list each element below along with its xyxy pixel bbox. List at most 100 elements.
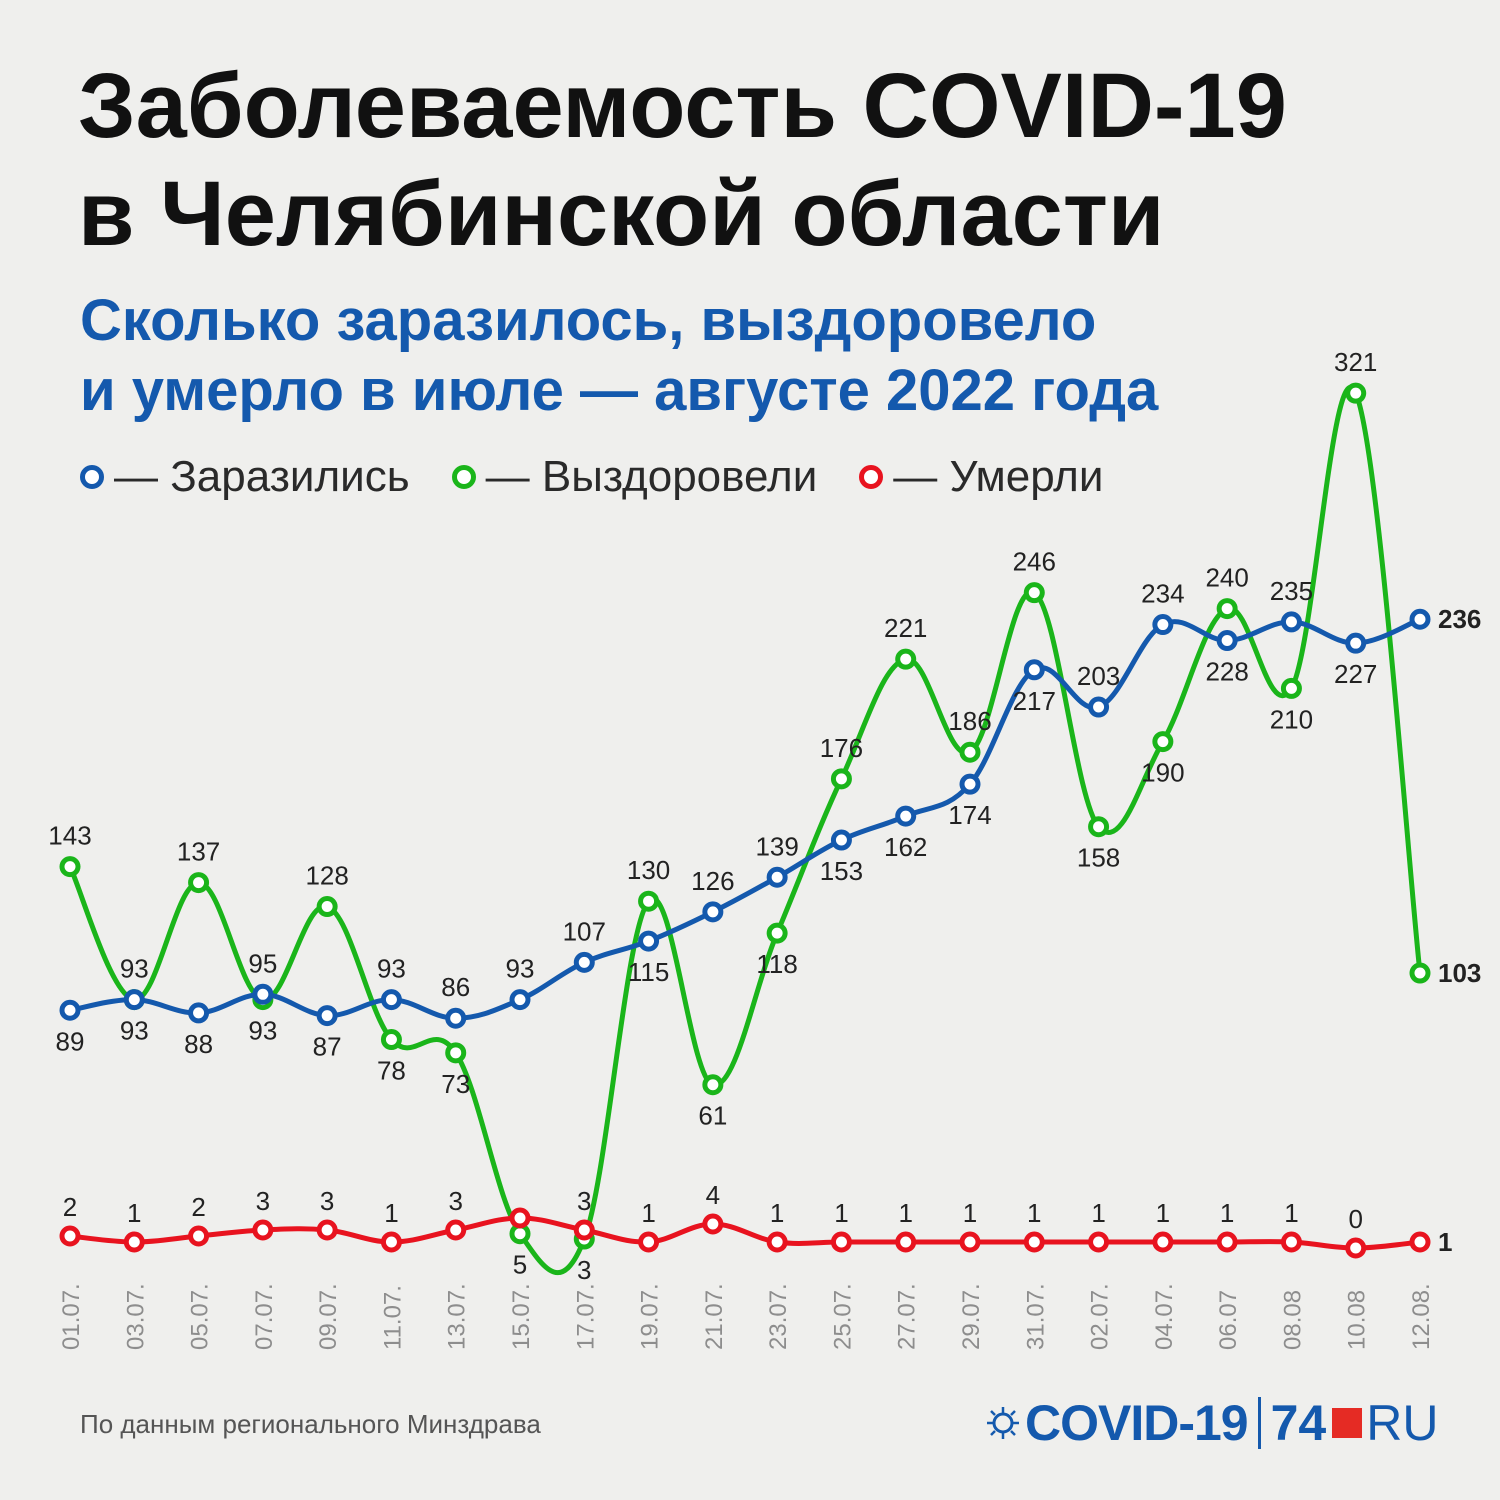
- data-label-infected: 107: [563, 916, 606, 946]
- data-label-recovered: 78: [377, 1056, 406, 1086]
- x-tick-label: 29.07.: [958, 1283, 985, 1350]
- data-label-deaths: 1: [834, 1198, 848, 1228]
- data-label-infected: 88: [184, 1029, 213, 1059]
- data-label-recovered: 186: [948, 706, 991, 736]
- series-line-recovered: [67, 385, 1423, 1276]
- data-point-deaths: [766, 1231, 788, 1253]
- data-point-recovered: [1216, 598, 1238, 620]
- x-tick-label: 06.07: [1215, 1290, 1242, 1350]
- data-point-recovered: [445, 1042, 467, 1064]
- data-label-recovered: 176: [820, 733, 863, 763]
- x-tick-label: 11.07.: [379, 1285, 406, 1350]
- data-label-deaths: 1: [770, 1198, 784, 1228]
- chart-legend: — Заразились — Выздоровели — Умерли: [80, 450, 1145, 504]
- data-label-deaths: 3: [577, 1186, 591, 1216]
- logo-number: 74: [1270, 1395, 1327, 1451]
- data-point-infected: [1409, 608, 1431, 630]
- data-label-recovered: 240: [1205, 563, 1248, 593]
- data-label-recovered: 93: [120, 1016, 149, 1046]
- data-point-infected: [1280, 611, 1302, 633]
- data-label-infected: 87: [313, 1032, 342, 1062]
- data-point-deaths: [380, 1231, 402, 1253]
- data-point-infected: [1216, 630, 1238, 652]
- data-point-infected: [959, 773, 981, 795]
- data-label-infected: 126: [691, 866, 734, 896]
- legend-label-deaths: — Умерли: [893, 452, 1104, 501]
- data-point-deaths: [316, 1219, 338, 1241]
- data-label-infected: 86: [441, 972, 470, 1002]
- data-label-infected: 162: [884, 832, 927, 862]
- data-point-recovered: [59, 856, 81, 878]
- data-label-deaths: 4: [706, 1180, 720, 1210]
- data-label-deaths: 3: [320, 1186, 334, 1216]
- data-label-recovered: 321: [1334, 347, 1377, 377]
- x-tick-label: 13.07.: [444, 1283, 471, 1350]
- data-label-infected: 228: [1205, 657, 1248, 687]
- data-label-infected: 93: [506, 954, 535, 984]
- data-point-infected: [188, 1002, 210, 1024]
- page-title: Заболеваемость COVID-19 в Челябинской об…: [78, 55, 1287, 265]
- data-point-infected: [509, 989, 531, 1011]
- legend-item-infected: — Заразились: [80, 452, 410, 502]
- data-point-recovered: [638, 890, 660, 912]
- x-tick-label: 05.07.: [187, 1283, 214, 1350]
- data-point-infected: [702, 901, 724, 923]
- legend-label-recovered: — Выздоровели: [485, 452, 818, 501]
- data-point-deaths: [638, 1231, 660, 1253]
- data-point-deaths: [573, 1219, 595, 1241]
- data-point-infected: [1345, 632, 1367, 654]
- x-tick-label: 09.07.: [315, 1283, 342, 1350]
- data-label-deaths: 1: [963, 1198, 977, 1228]
- data-point-recovered: [1152, 731, 1174, 753]
- data-point-infected: [830, 829, 852, 851]
- data-point-infected: [316, 1005, 338, 1027]
- data-point-recovered: [1280, 677, 1302, 699]
- data-label-recovered: 190: [1141, 758, 1184, 788]
- x-tick-label: 01.07.: [58, 1283, 85, 1350]
- data-point-infected: [573, 951, 595, 973]
- data-label-recovered: 73: [441, 1069, 470, 1099]
- data-label-deaths: 1: [641, 1198, 655, 1228]
- data-label-infected: 174: [948, 800, 991, 830]
- data-label-recovered: 61: [698, 1101, 727, 1131]
- logo-red-square: [1332, 1408, 1363, 1438]
- data-point-deaths: [1345, 1237, 1367, 1259]
- data-label-recovered: 118: [756, 949, 797, 979]
- x-tick-label: 02.07.: [1087, 1283, 1114, 1350]
- data-point-infected: [123, 989, 145, 1011]
- logo-divider: [1257, 1397, 1261, 1449]
- data-point-infected: [1088, 696, 1110, 718]
- data-point-infected: [445, 1007, 467, 1029]
- data-label-deaths: 1: [1220, 1198, 1234, 1228]
- x-tick-label: 08.08: [1279, 1290, 1306, 1350]
- data-point-deaths: [1152, 1231, 1174, 1253]
- data-label-infected: 217: [1013, 686, 1056, 716]
- data-point-recovered: [702, 1074, 724, 1096]
- data-point-deaths: [59, 1225, 81, 1247]
- data-label-deaths: 1: [1156, 1198, 1170, 1228]
- data-label-infected: 115: [628, 957, 669, 987]
- data-point-infected: [766, 866, 788, 888]
- logo-ru-text: RU: [1366, 1395, 1439, 1451]
- legend-marker-recovered: [451, 465, 476, 489]
- data-point-infected: [1023, 659, 1045, 681]
- x-tick-label: 04.07.: [1151, 1283, 1178, 1350]
- data-label-infected: 95: [248, 948, 277, 978]
- data-point-recovered: [316, 896, 338, 918]
- data-point-deaths: [252, 1219, 274, 1241]
- x-tick-label: 17.07.: [572, 1283, 599, 1350]
- series-line-deaths: [67, 1215, 1423, 1251]
- data-label-recovered: 5: [513, 1250, 527, 1280]
- data-point-recovered: [1345, 382, 1367, 404]
- x-tick-label: 12.08.: [1408, 1283, 1435, 1350]
- data-label-recovered: 221: [884, 613, 927, 643]
- data-point-recovered: [188, 872, 210, 894]
- data-point-infected: [638, 930, 660, 952]
- data-point-recovered: [1409, 962, 1431, 984]
- data-point-deaths: [830, 1231, 852, 1253]
- data-point-recovered: [959, 741, 981, 763]
- data-label-deaths: 1: [898, 1198, 912, 1228]
- data-point-deaths: [188, 1225, 210, 1247]
- data-label-recovered: 137: [177, 837, 220, 867]
